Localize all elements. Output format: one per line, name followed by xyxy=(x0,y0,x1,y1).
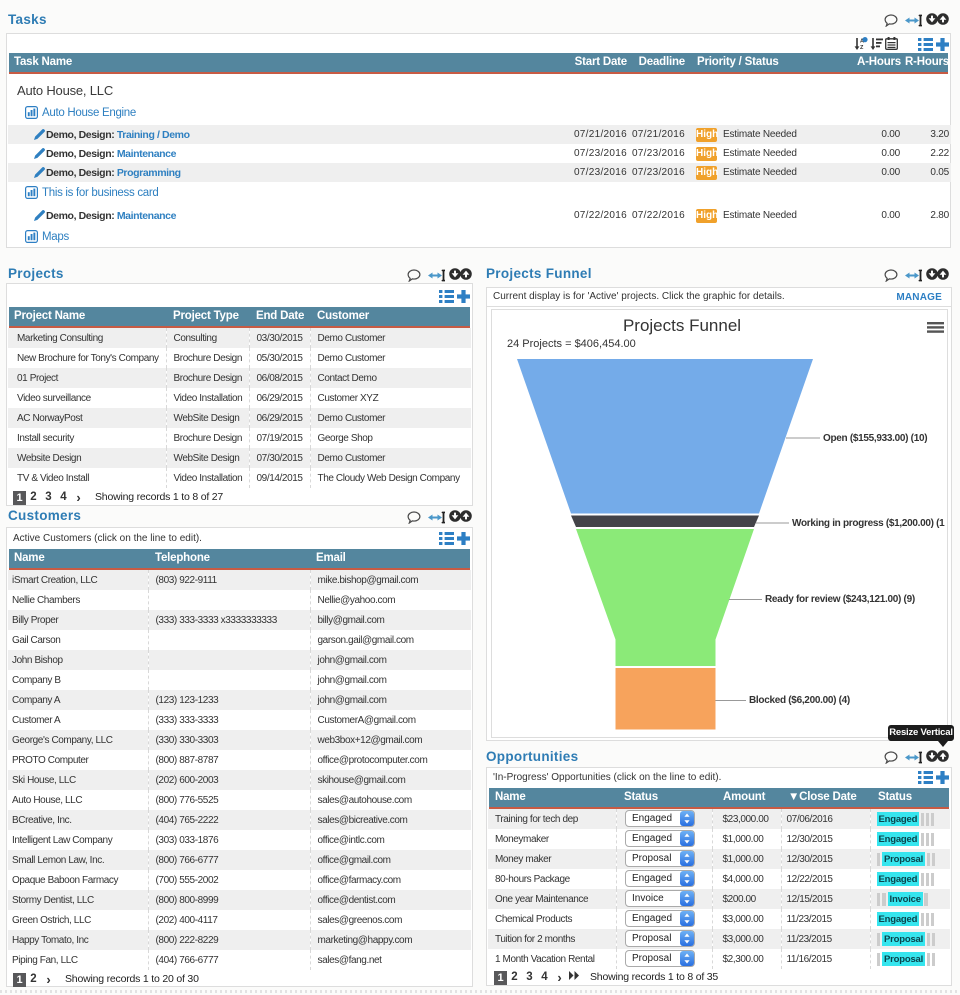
svg-text:Z: Z xyxy=(860,45,864,50)
svg-text:A: A xyxy=(860,39,864,45)
